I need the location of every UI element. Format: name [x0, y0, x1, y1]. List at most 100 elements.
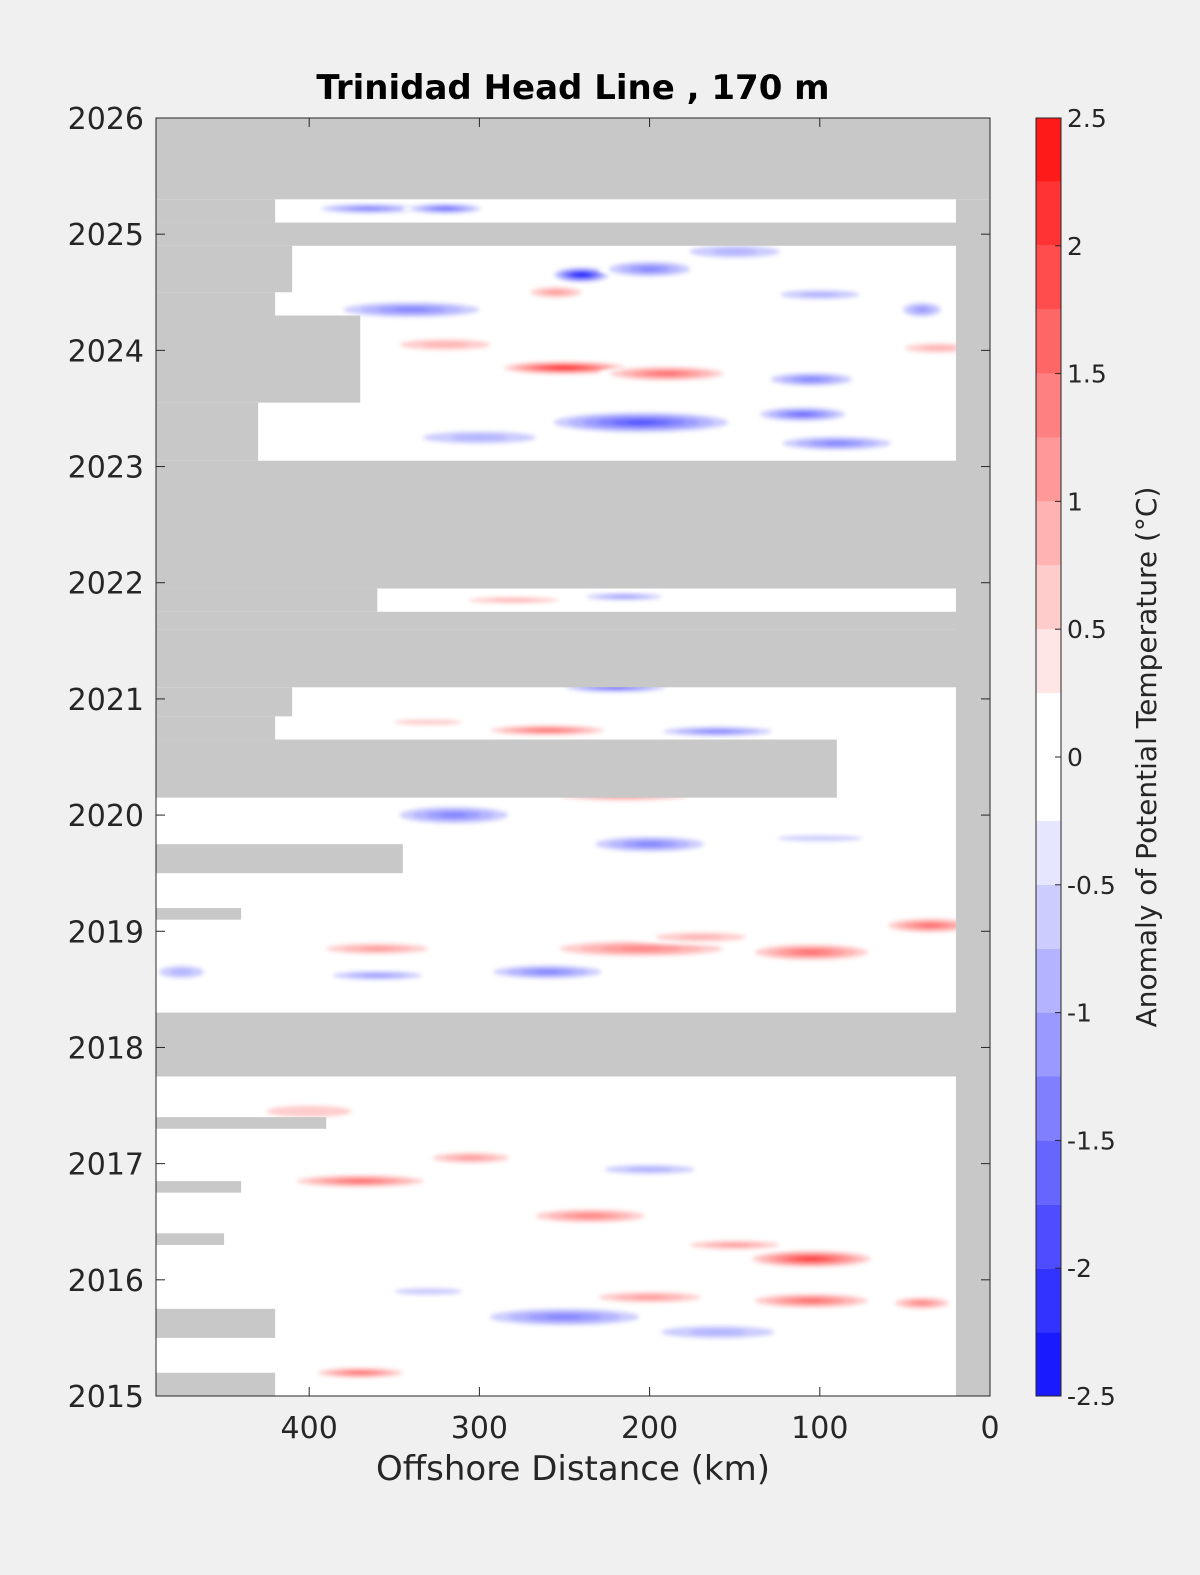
- no-data-band: [156, 1233, 225, 1245]
- anomaly-blob-46: [470, 1306, 659, 1328]
- anomaly-contours: [156, 202, 990, 1379]
- anomaly-blob-35: [156, 962, 216, 982]
- contour-level: [394, 1287, 463, 1295]
- colorbar-segment: [1036, 1204, 1061, 1269]
- no-data-mask: [156, 118, 990, 1396]
- contour-level: [451, 434, 508, 441]
- y-tick-label: 2017: [68, 1148, 144, 1183]
- colorbar: 2.5 2 1.5 1 0.5 0 -0.5 -1 -1.5 -2 -2.5: [1035, 104, 1116, 1411]
- y-tick-label: 2021: [68, 683, 144, 718]
- y-tick-label: 2022: [68, 567, 144, 602]
- colorbar-segment: [1036, 1332, 1061, 1396]
- contour-level: [547, 290, 565, 295]
- no-data-band: [955, 199, 990, 1396]
- colorbar-segment: [1036, 757, 1061, 821]
- contour-level: [635, 842, 664, 846]
- colorbar-tick-label: 1.5: [1067, 360, 1107, 389]
- anomaly-blob-14: [538, 410, 744, 435]
- contour-level: [440, 812, 468, 818]
- contour-level: [611, 595, 637, 598]
- colorbar-segment: [1036, 1140, 1061, 1205]
- no-data-band: [156, 1181, 242, 1193]
- anomaly-blob-21: [479, 724, 616, 737]
- contour-level: [689, 1329, 747, 1336]
- no-data-band: [156, 908, 242, 920]
- no-data-band: [156, 460, 990, 589]
- y-tick-label: 2018: [68, 1031, 144, 1066]
- anomaly-blob-40: [581, 1162, 718, 1177]
- contour-level: [362, 973, 393, 977]
- colorbar-tick-label: -0.5: [1067, 871, 1116, 900]
- x-axis: 400 300 200 100 0: [281, 118, 1000, 1446]
- anomaly-blob-26: [581, 834, 718, 854]
- no-data-band: [156, 611, 990, 630]
- anomaly-blob-6: [326, 300, 497, 319]
- colorbar-tick-label: -2: [1067, 1254, 1092, 1283]
- contour-level: [801, 377, 822, 382]
- contour-level: [915, 307, 929, 313]
- contour-level: [639, 267, 660, 271]
- no-data-band: [156, 245, 293, 293]
- colorbar-segment: [1036, 1268, 1061, 1333]
- anomaly-blob-0: [309, 202, 429, 215]
- colorbar-segment: [1036, 373, 1061, 438]
- colorbar-label: Anomaly of Potential Temperature (°C): [1130, 487, 1163, 1028]
- anomaly-blob-37: [224, 1099, 395, 1123]
- anomaly-blob-43: [675, 1239, 795, 1251]
- anomaly-blob-19: [573, 592, 676, 602]
- colorbar-segment: [1036, 1076, 1061, 1141]
- anomaly-blob-31: [632, 930, 769, 945]
- contour-level: [360, 946, 395, 951]
- x-tick-label: 200: [621, 1411, 678, 1446]
- y-tick-label: 2019: [68, 915, 144, 950]
- contour-level: [351, 1371, 369, 1374]
- anomaly-blob-15: [751, 406, 854, 423]
- contour-level: [356, 207, 381, 210]
- anomaly-blob-7: [760, 287, 880, 302]
- no-data-band: [156, 588, 378, 612]
- y-tick-label: 2015: [68, 1380, 144, 1415]
- contour-level: [677, 934, 724, 940]
- no-data-band: [156, 199, 276, 223]
- contour-level: [655, 372, 678, 375]
- anomaly-blob-13: [760, 371, 863, 388]
- anomaly-blob-1: [402, 202, 488, 215]
- anomaly-blob-47: [632, 1322, 803, 1342]
- colorbar-segment: [1036, 884, 1061, 949]
- contour-level: [578, 274, 585, 276]
- contour-level: [719, 1243, 750, 1247]
- colorbar-tick-label: 1: [1067, 487, 1083, 516]
- contour-level: [794, 412, 812, 416]
- contour-level: [632, 1295, 667, 1299]
- no-data-band: [156, 1372, 276, 1396]
- x-tick-label: 0: [980, 1411, 999, 1446]
- y-tick-label: 2020: [68, 799, 144, 834]
- contour-level: [921, 924, 939, 927]
- contour-level: [394, 307, 429, 312]
- contour-level: [626, 1167, 673, 1172]
- no-data-band: [156, 739, 837, 798]
- contour-level: [576, 1214, 604, 1218]
- contour-level: [458, 1156, 484, 1160]
- contour-level: [823, 441, 851, 445]
- contour-level: [802, 1257, 820, 1261]
- x-tick-label: 300: [451, 1411, 508, 1446]
- anomaly-blob-25: [385, 804, 522, 826]
- colorbar-segment: [1036, 245, 1061, 310]
- no-data-band: [156, 315, 361, 403]
- no-data-band: [156, 1012, 990, 1077]
- no-data-band: [156, 687, 293, 717]
- colorbar-tick-label: -2.5: [1067, 1382, 1116, 1411]
- no-data-band: [156, 1117, 327, 1129]
- colorbar-tick-label: -1: [1067, 999, 1092, 1028]
- anomaly-blob-33: [479, 963, 616, 981]
- contour-level: [170, 968, 193, 976]
- chart-title: Trinidad Head Line , 170 m: [316, 68, 829, 108]
- colorbar-tick-label: -1.5: [1067, 1126, 1116, 1155]
- colorbar-tick-label: 0.5: [1067, 615, 1107, 644]
- contour-level: [394, 719, 463, 726]
- anomaly-blob-4: [666, 242, 803, 261]
- colorbar-segment: [1036, 1012, 1061, 1077]
- no-data-band: [156, 629, 990, 688]
- anomaly-blob-18: [445, 595, 582, 605]
